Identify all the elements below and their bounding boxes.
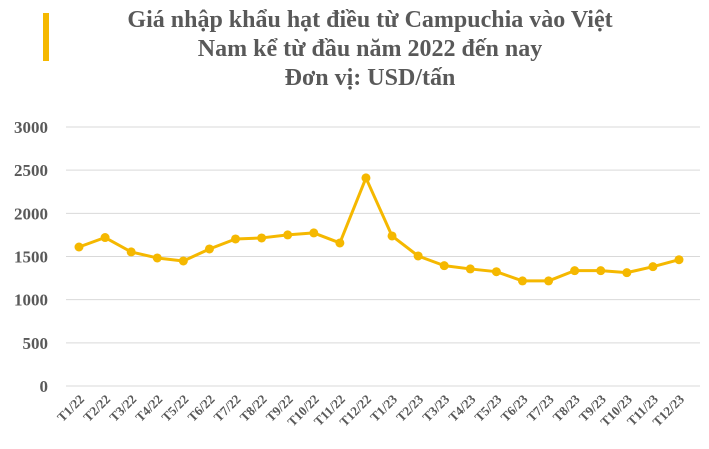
title-line-1: Giá nhập khẩu hạt điều từ Campuchia vào …: [127, 7, 613, 33]
title-line-3: Đơn vị: USD/tấn: [284, 65, 456, 91]
data-point: [231, 234, 241, 244]
x-tick-label: T2/22: [80, 392, 113, 425]
data-point: [257, 233, 267, 243]
x-tick-label: T5/22: [158, 392, 191, 425]
y-tick-label: 2500: [14, 161, 48, 180]
y-tick-label: 1000: [14, 291, 48, 310]
x-tick-label: T7/22: [211, 392, 244, 425]
data-point: [544, 276, 554, 286]
data-point: [517, 276, 527, 286]
data-point: [126, 247, 136, 257]
data-point: [622, 268, 632, 278]
data-point: [674, 255, 684, 265]
data-point: [596, 266, 606, 276]
x-tick-label: T1/23: [367, 391, 400, 424]
data-point: [335, 238, 345, 248]
y-tick-label: 500: [23, 334, 49, 353]
title-line-2: Nam kể từ đầu năm 2022 đến nay: [197, 36, 543, 62]
x-tick-label: T8/23: [550, 391, 583, 424]
x-tick-label: T5/23: [471, 391, 504, 424]
data-point: [439, 261, 449, 271]
y-tick-label: 0: [40, 377, 49, 396]
x-tick-label: T3/22: [106, 392, 139, 425]
y-tick-label: 1500: [14, 248, 48, 267]
x-tick-label: T6/22: [184, 392, 217, 425]
data-point: [74, 242, 84, 252]
x-tick-label: T8/22: [237, 392, 270, 425]
data-point: [178, 256, 188, 266]
x-tick-label: T1/22: [54, 392, 87, 425]
y-tick-label: 3000: [14, 118, 48, 137]
series-line: [78, 176, 680, 283]
chart-title: Giá nhập khẩu hạt điều từ Campuchia vào …: [60, 6, 680, 93]
data-point: [491, 267, 501, 277]
data-point: [100, 233, 110, 243]
data-point: [152, 253, 162, 263]
x-tick-label: T2/23: [393, 391, 426, 424]
data-point: [387, 231, 397, 241]
x-tick-label: T7/23: [524, 391, 557, 424]
title-accent-bar: [43, 13, 49, 61]
data-point: [413, 251, 423, 261]
data-point: [361, 173, 371, 183]
x-tick-label: T4/23: [445, 391, 478, 424]
data-point: [283, 230, 293, 240]
x-tick-label: T4/22: [132, 392, 165, 425]
y-tick-label: 2000: [14, 204, 48, 223]
data-point: [465, 264, 475, 274]
data-point: [648, 262, 658, 272]
data-point: [204, 244, 214, 254]
data-point: [309, 228, 319, 238]
x-tick-label: T3/23: [419, 391, 452, 424]
x-tick-label: T6/23: [498, 391, 531, 424]
data-point: [570, 266, 580, 276]
